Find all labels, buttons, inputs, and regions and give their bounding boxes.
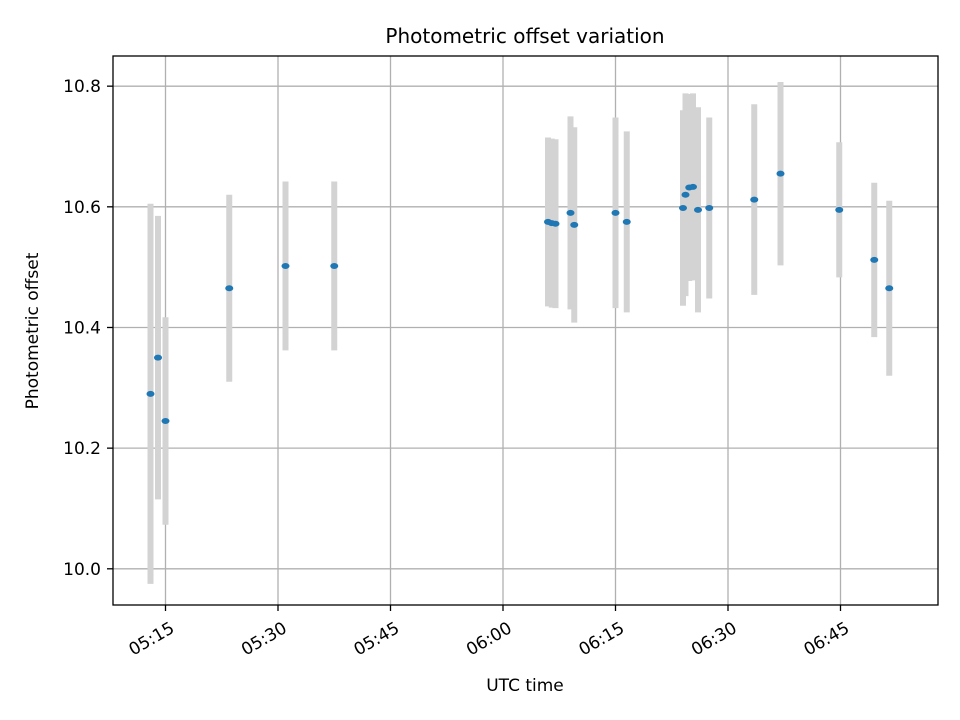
y-axis-ticks: 10.0 10.2 10.4 10.6 10.8 (63, 77, 113, 580)
x-axis-label: UTC time (486, 676, 564, 696)
data-point (689, 183, 697, 190)
y-axis-label: Photometric offset (23, 252, 43, 409)
data-point (679, 205, 687, 212)
chart-title: Photometric offset variation (385, 24, 664, 48)
data-point (870, 256, 879, 263)
data-point (330, 262, 339, 269)
data-point (694, 206, 702, 213)
data-point (622, 218, 631, 225)
y-tick-label: 10.0 (63, 560, 101, 580)
x-tick-label: 05:15 (126, 618, 178, 660)
y-tick-label: 10.8 (63, 77, 101, 97)
x-tick-label: 06:00 (463, 618, 515, 660)
y-tick-label: 10.4 (63, 318, 101, 338)
x-tick-label: 06:30 (688, 618, 740, 660)
x-tick-label: 06:45 (801, 618, 853, 660)
data-point (776, 170, 785, 177)
error-bars (147, 81, 893, 584)
data-point (570, 221, 579, 228)
data-point (681, 191, 690, 198)
data-point (885, 285, 894, 292)
y-tick-label: 10.6 (63, 198, 101, 218)
data-point (225, 285, 234, 292)
data-point (146, 390, 155, 397)
data-point (566, 209, 575, 216)
y-tick-label: 10.2 (63, 439, 101, 459)
data-point (611, 209, 620, 216)
data-points (146, 170, 894, 424)
x-tick-label: 05:45 (351, 618, 403, 660)
data-point (551, 220, 560, 227)
data-point (161, 417, 170, 424)
grid (113, 56, 938, 605)
x-tick-label: 06:15 (576, 618, 628, 660)
data-point (154, 354, 162, 361)
data-point (281, 262, 290, 269)
plot-area-frame (112, 55, 939, 606)
x-axis-ticks: 05:15 05:30 05:45 06:00 06:15 06:30 06:45 (126, 605, 853, 660)
data-point (705, 205, 714, 212)
x-tick-label: 05:30 (238, 618, 290, 660)
data-point (835, 206, 844, 213)
data-point (750, 196, 759, 203)
